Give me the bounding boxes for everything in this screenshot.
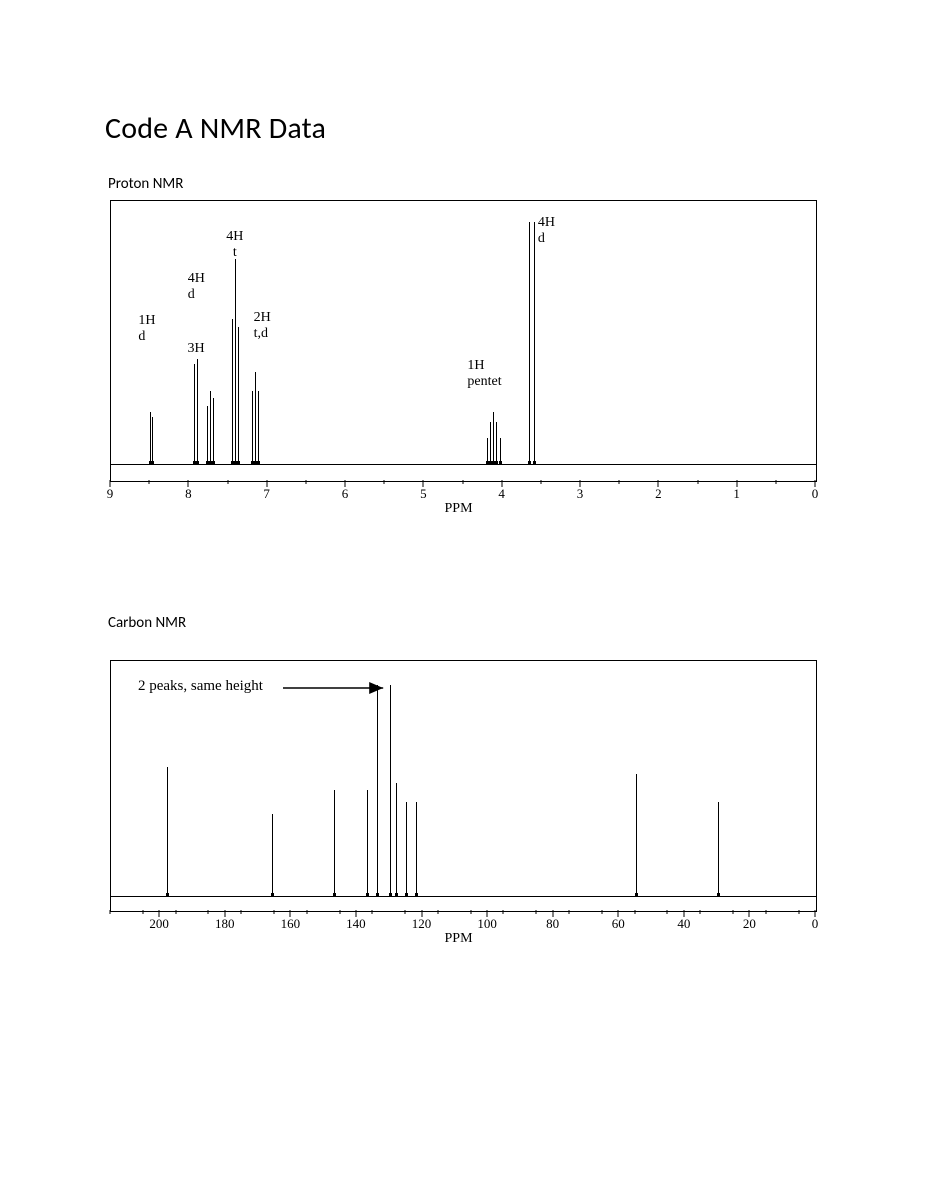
proton-axis-label: PPM <box>445 501 473 517</box>
proton-peak <box>210 391 211 465</box>
carbon-peak <box>272 814 273 896</box>
proton-peak-label: 4H t <box>226 229 243 261</box>
proton-spectrum: 1H d 4H d 3H 4H t 2H t,d 1H pentet 4H d <box>110 200 817 482</box>
proton-tick-label: 5 <box>420 486 427 502</box>
proton-tick-label: 1 <box>733 486 740 502</box>
carbon-peak <box>167 767 168 896</box>
proton-peak <box>529 222 530 464</box>
carbon-tick-label: 40 <box>677 916 690 932</box>
carbon-tick-label: 80 <box>546 916 559 932</box>
proton-baseline <box>111 464 816 465</box>
proton-peak <box>152 417 153 464</box>
carbon-tick-label: 160 <box>281 916 301 932</box>
proton-peak-label: 1H d <box>138 313 155 345</box>
carbon-annotation-text: 2 peaks, same height <box>138 678 263 695</box>
proton-tick-label: 0 <box>812 486 819 502</box>
proton-peak <box>235 259 236 464</box>
proton-peak-label: 4H d <box>188 271 205 303</box>
carbon-peak <box>367 790 368 896</box>
carbon-tick-label: 0 <box>812 916 819 932</box>
carbon-tick-label: 120 <box>412 916 432 932</box>
proton-peak <box>496 422 497 464</box>
carbon-peak <box>718 802 719 896</box>
carbon-peak <box>416 802 417 896</box>
proton-peak <box>493 412 494 465</box>
proton-peak <box>490 422 491 464</box>
proton-tick-label: 3 <box>577 486 584 502</box>
carbon-tick-label: 200 <box>149 916 169 932</box>
proton-peak <box>197 359 198 464</box>
proton-peak <box>194 364 195 464</box>
proton-peak <box>534 222 535 464</box>
carbon-peak <box>390 685 391 897</box>
carbon-axis-label: PPM <box>445 931 473 947</box>
proton-peak <box>258 391 259 465</box>
proton-tick-label: 6 <box>342 486 349 502</box>
carbon-baseline <box>111 896 816 897</box>
proton-peak <box>252 391 253 465</box>
proton-peak-label: 4H d <box>538 215 555 247</box>
carbon-peak <box>636 774 637 896</box>
proton-peak <box>255 372 256 464</box>
proton-tick-label: 4 <box>498 486 505 502</box>
carbon-tick-label: 100 <box>477 916 497 932</box>
proton-tick-label: 8 <box>185 486 192 502</box>
proton-peak <box>213 398 214 464</box>
carbon-subtitle: Carbon NMR <box>108 614 186 632</box>
proton-tick-label: 9 <box>107 486 114 502</box>
carbon-annotation-arrow <box>283 678 403 698</box>
proton-peak <box>207 406 208 464</box>
page: Code A NMR Data Proton NMR 1H d 4H d 3H 4H … <box>0 0 935 1200</box>
carbon-peak <box>406 802 407 896</box>
carbon-peak <box>377 685 378 897</box>
proton-subtitle: Proton NMR <box>108 175 183 193</box>
proton-peak <box>238 327 239 464</box>
carbon-tick-label: 140 <box>346 916 366 932</box>
carbon-tick-label: 60 <box>612 916 625 932</box>
proton-peak-label: 1H pentet <box>467 358 501 390</box>
carbon-tick-label: 20 <box>743 916 756 932</box>
proton-tick-label: 7 <box>263 486 270 502</box>
proton-peak <box>232 319 233 464</box>
carbon-tick-label: 180 <box>215 916 235 932</box>
proton-tick-label: 2 <box>655 486 662 502</box>
carbon-spectrum: 2 peaks, same height <box>110 660 817 912</box>
carbon-peak <box>396 783 397 896</box>
proton-peak-label: 2H t,d <box>254 310 271 342</box>
proton-peak-label: 3H <box>179 341 205 357</box>
document-title: Code A NMR Data <box>105 110 326 147</box>
carbon-peak <box>334 790 335 896</box>
